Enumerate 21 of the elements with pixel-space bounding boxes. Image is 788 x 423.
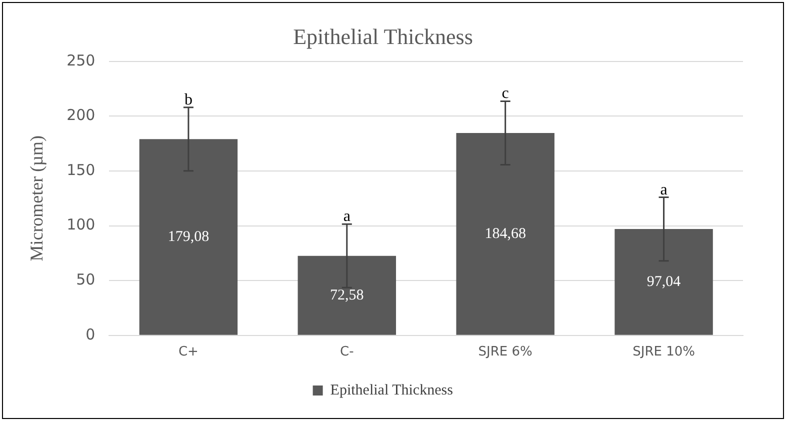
annotation: a — [660, 182, 668, 199]
x-tick-label: SJRE 10% — [632, 344, 695, 360]
annotation: b — [184, 92, 192, 109]
data-label: 184,68 — [484, 226, 526, 242]
data-label: 97,04 — [646, 274, 682, 290]
y-axis-title: Micrometer (µm) — [26, 135, 47, 262]
chart-title: Epithelial Thickness — [293, 24, 473, 49]
x-tick-label: C+ — [178, 344, 198, 360]
x-tick-label: SJRE 6% — [478, 344, 532, 360]
annotation: a — [343, 208, 350, 225]
y-tick-label: 0 — [86, 325, 96, 344]
y-tick-label: 200 — [66, 106, 96, 124]
annotation: c — [502, 85, 509, 102]
y-tick-label: 250 — [66, 51, 96, 70]
y-tick-label: 150 — [66, 160, 96, 179]
data-label: 72,58 — [330, 288, 364, 304]
data-label: 179,08 — [168, 229, 210, 246]
legend-label: Epithelial Thickness — [330, 382, 454, 398]
x-tick-label: C- — [340, 344, 354, 360]
y-tick-label: 50 — [76, 270, 96, 288]
y-tick-label: 100 — [66, 216, 96, 234]
